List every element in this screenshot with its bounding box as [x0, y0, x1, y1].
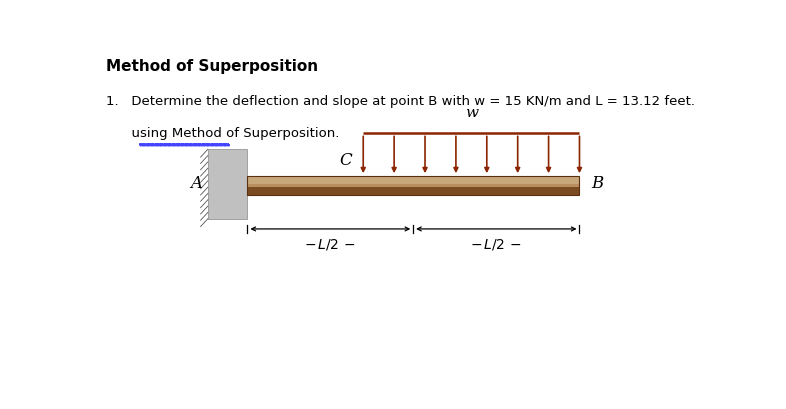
Text: Method of Superposition: Method of Superposition — [106, 58, 318, 74]
Text: w: w — [465, 106, 478, 120]
Text: C: C — [340, 152, 352, 169]
Bar — [248, 184, 579, 188]
Bar — [248, 177, 579, 196]
Text: $-\,L/2\,-$: $-\,L/2\,-$ — [471, 236, 522, 252]
Text: B: B — [592, 175, 604, 191]
Text: using Method of Superposition.: using Method of Superposition. — [106, 126, 340, 139]
Text: $-\,L/2\,-$: $-\,L/2\,-$ — [304, 236, 356, 252]
Text: A: A — [189, 175, 202, 191]
Text: 1.   Determine the deflection and slope at point B with w = 15 KN/m and L = 13.1: 1. Determine the deflection and slope at… — [106, 95, 695, 108]
Bar — [248, 186, 579, 196]
Bar — [248, 177, 579, 186]
Bar — [208, 150, 248, 219]
